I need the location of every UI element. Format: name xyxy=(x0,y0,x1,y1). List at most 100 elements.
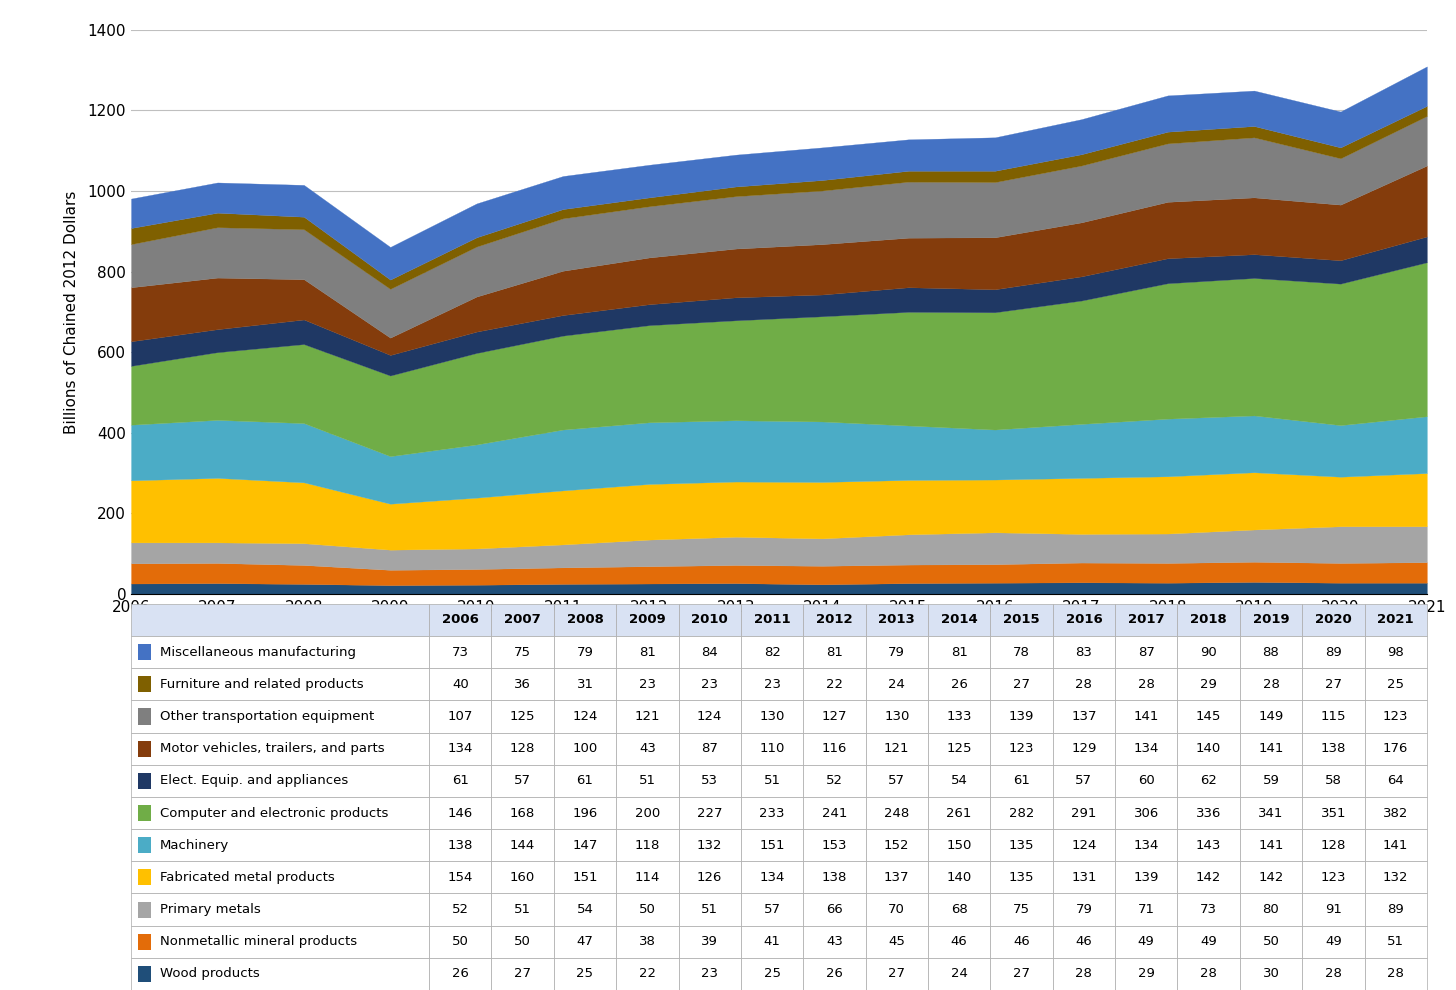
Bar xyxy=(1302,958,1364,990)
Bar xyxy=(1053,958,1115,990)
Bar xyxy=(1364,893,1427,926)
Bar xyxy=(430,893,492,926)
Text: 27: 27 xyxy=(888,967,906,980)
Text: 134: 134 xyxy=(447,742,473,755)
Bar xyxy=(866,893,927,926)
Bar xyxy=(492,733,553,764)
Text: 154: 154 xyxy=(447,871,473,884)
Bar xyxy=(492,764,553,797)
Bar xyxy=(1364,797,1427,830)
Bar xyxy=(492,604,553,637)
Text: 88: 88 xyxy=(1262,645,1280,658)
Text: 23: 23 xyxy=(702,967,718,980)
Bar xyxy=(1241,733,1302,764)
Text: 152: 152 xyxy=(884,839,910,851)
Text: 351: 351 xyxy=(1321,807,1347,820)
Text: 126: 126 xyxy=(697,871,722,884)
Bar xyxy=(616,958,678,990)
Bar xyxy=(1115,733,1178,764)
Bar xyxy=(866,701,927,733)
Bar xyxy=(1302,637,1364,668)
Bar xyxy=(927,701,990,733)
Text: 28: 28 xyxy=(1262,678,1280,691)
Text: 129: 129 xyxy=(1072,742,1096,755)
Bar xyxy=(741,861,804,893)
Bar xyxy=(990,797,1053,830)
Text: 31: 31 xyxy=(577,678,594,691)
Bar xyxy=(1241,764,1302,797)
Text: 29: 29 xyxy=(1137,967,1155,980)
Bar xyxy=(1364,830,1427,861)
Bar xyxy=(131,830,430,861)
Bar xyxy=(131,604,430,637)
Bar xyxy=(1178,604,1241,637)
Text: 29: 29 xyxy=(1200,678,1217,691)
Bar xyxy=(1115,764,1178,797)
Text: 73: 73 xyxy=(1200,903,1217,916)
Bar xyxy=(138,934,151,949)
Bar xyxy=(131,764,430,797)
Text: 241: 241 xyxy=(821,807,847,820)
Text: 2006: 2006 xyxy=(441,614,479,627)
Text: 78: 78 xyxy=(1013,645,1029,658)
Text: 147: 147 xyxy=(572,839,597,851)
Bar xyxy=(1241,830,1302,861)
Text: 36: 36 xyxy=(514,678,531,691)
Bar xyxy=(1302,764,1364,797)
Bar xyxy=(678,701,741,733)
Bar xyxy=(927,764,990,797)
Text: 2018: 2018 xyxy=(1190,614,1227,627)
Bar xyxy=(1178,668,1241,701)
Bar xyxy=(990,637,1053,668)
Text: 27: 27 xyxy=(1013,678,1029,691)
Text: 200: 200 xyxy=(635,807,660,820)
Bar xyxy=(927,926,990,958)
Text: Primary metals: Primary metals xyxy=(160,903,261,916)
Bar xyxy=(138,773,151,789)
Text: 70: 70 xyxy=(888,903,906,916)
Text: 28: 28 xyxy=(1076,967,1092,980)
Bar xyxy=(492,926,553,958)
Text: 25: 25 xyxy=(1388,678,1404,691)
Text: 26: 26 xyxy=(826,967,843,980)
Bar xyxy=(616,637,678,668)
Text: 22: 22 xyxy=(639,967,655,980)
Bar xyxy=(430,701,492,733)
Bar xyxy=(1364,764,1427,797)
Bar xyxy=(927,893,990,926)
Text: 125: 125 xyxy=(510,710,536,723)
Bar xyxy=(927,958,990,990)
Text: Furniture and related products: Furniture and related products xyxy=(160,678,364,691)
Bar xyxy=(1053,926,1115,958)
Text: 75: 75 xyxy=(514,645,531,658)
Text: 382: 382 xyxy=(1383,807,1408,820)
Text: 138: 138 xyxy=(821,871,847,884)
Bar xyxy=(1053,668,1115,701)
Bar xyxy=(430,604,492,637)
Bar xyxy=(553,861,616,893)
Text: 135: 135 xyxy=(1009,871,1034,884)
Text: 133: 133 xyxy=(946,710,973,723)
Text: 28: 28 xyxy=(1388,967,1404,980)
Bar xyxy=(1302,861,1364,893)
Bar xyxy=(990,604,1053,637)
Text: 168: 168 xyxy=(510,807,536,820)
Bar xyxy=(990,668,1053,701)
Bar xyxy=(616,830,678,861)
Bar xyxy=(616,733,678,764)
Bar xyxy=(1115,701,1178,733)
Bar xyxy=(1241,701,1302,733)
Bar xyxy=(1364,637,1427,668)
Bar xyxy=(741,764,804,797)
Bar xyxy=(131,861,430,893)
Bar xyxy=(616,764,678,797)
Text: 49: 49 xyxy=(1200,936,1217,948)
Text: 2010: 2010 xyxy=(692,614,728,627)
Text: 248: 248 xyxy=(884,807,910,820)
Bar xyxy=(990,893,1053,926)
Bar xyxy=(1241,637,1302,668)
Text: 26: 26 xyxy=(451,967,469,980)
Bar xyxy=(1115,893,1178,926)
Bar xyxy=(927,604,990,637)
Bar xyxy=(804,893,866,926)
